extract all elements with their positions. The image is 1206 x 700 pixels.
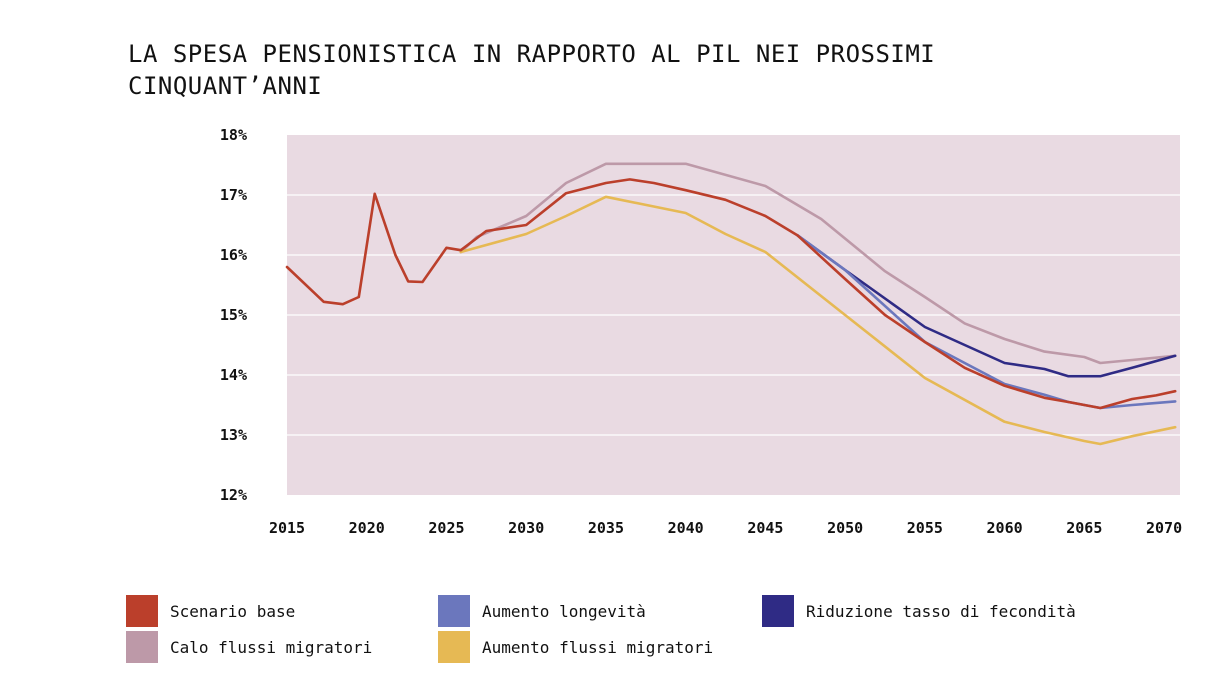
series-line (796, 233, 1177, 410)
series-line (459, 162, 1177, 365)
chart-title: LA SPESA PENSIONISTICA IN RAPPORTO AL PI… (128, 40, 936, 100)
y-tick-label: 18% (220, 126, 247, 144)
y-tick-label: 15% (220, 306, 247, 324)
legend-item-calo-flussi: Calo flussi migratori (126, 630, 372, 664)
x-tick-label: 2030 (508, 519, 544, 537)
x-tick-label: 2020 (349, 519, 385, 537)
y-axis-ticks: 12% 13% 14% 15% 16% 17% 18% (220, 126, 247, 504)
line-chart: 12%13%14%15%16%17%18% 2015 2020 2025 2030 20… (220, 126, 1182, 537)
legend: Scenario base Aumento longevità Riduzion… (126, 594, 1166, 674)
x-axis-ticks: 2015 2020 2025 2030 2035 2040 2045 2050 2055 2060… (269, 519, 1182, 537)
legend-swatch (762, 595, 794, 627)
legend-item-scenario-base: Scenario base (126, 594, 295, 628)
legend-label: Calo flussi migratori (170, 637, 373, 657)
x-tick-label: 2065 (1066, 519, 1102, 537)
x-tick-label: 2035 (588, 519, 624, 537)
y-tick-label: 14% (220, 366, 247, 384)
x-tick-label: 2070 (1146, 519, 1182, 537)
legend-label: Riduzione tasso di fecondità (806, 601, 1076, 621)
legend-swatch (126, 631, 158, 663)
legend-swatch (126, 595, 158, 627)
legend-item-riduzione-fecondita: Riduzione tasso di fecondità (762, 594, 1076, 628)
legend-label: Scenario base (170, 601, 296, 621)
y-tick-label: 12% (220, 486, 247, 504)
y-tick-label: 16% (220, 246, 247, 264)
series-lines (285, 162, 1177, 446)
series-line (285, 178, 1177, 410)
legend-item-aumento-flussi: Aumento flussi migratori (438, 630, 713, 664)
x-tick-label: 2025 (428, 519, 464, 537)
x-tick-label: 2040 (668, 519, 704, 537)
x-tick-label: 2015 (269, 519, 305, 537)
y-tick-label: 17% (220, 186, 247, 204)
gridlines (287, 194, 1180, 436)
y-tick-label: 13% (220, 426, 247, 444)
x-tick-label: 2055 (907, 519, 943, 537)
legend-label: Aumento longevità (482, 601, 646, 621)
x-tick-label: 2045 (747, 519, 783, 537)
legend-label: Aumento flussi migratori (482, 637, 714, 657)
series-line (796, 233, 1177, 378)
x-tick-label: 2050 (827, 519, 863, 537)
series-line (459, 195, 1177, 446)
x-tick-label: 2060 (987, 519, 1023, 537)
legend-swatch (438, 595, 470, 627)
legend-swatch (438, 631, 470, 663)
legend-item-aumento-longevita: Aumento longevità (438, 594, 646, 628)
